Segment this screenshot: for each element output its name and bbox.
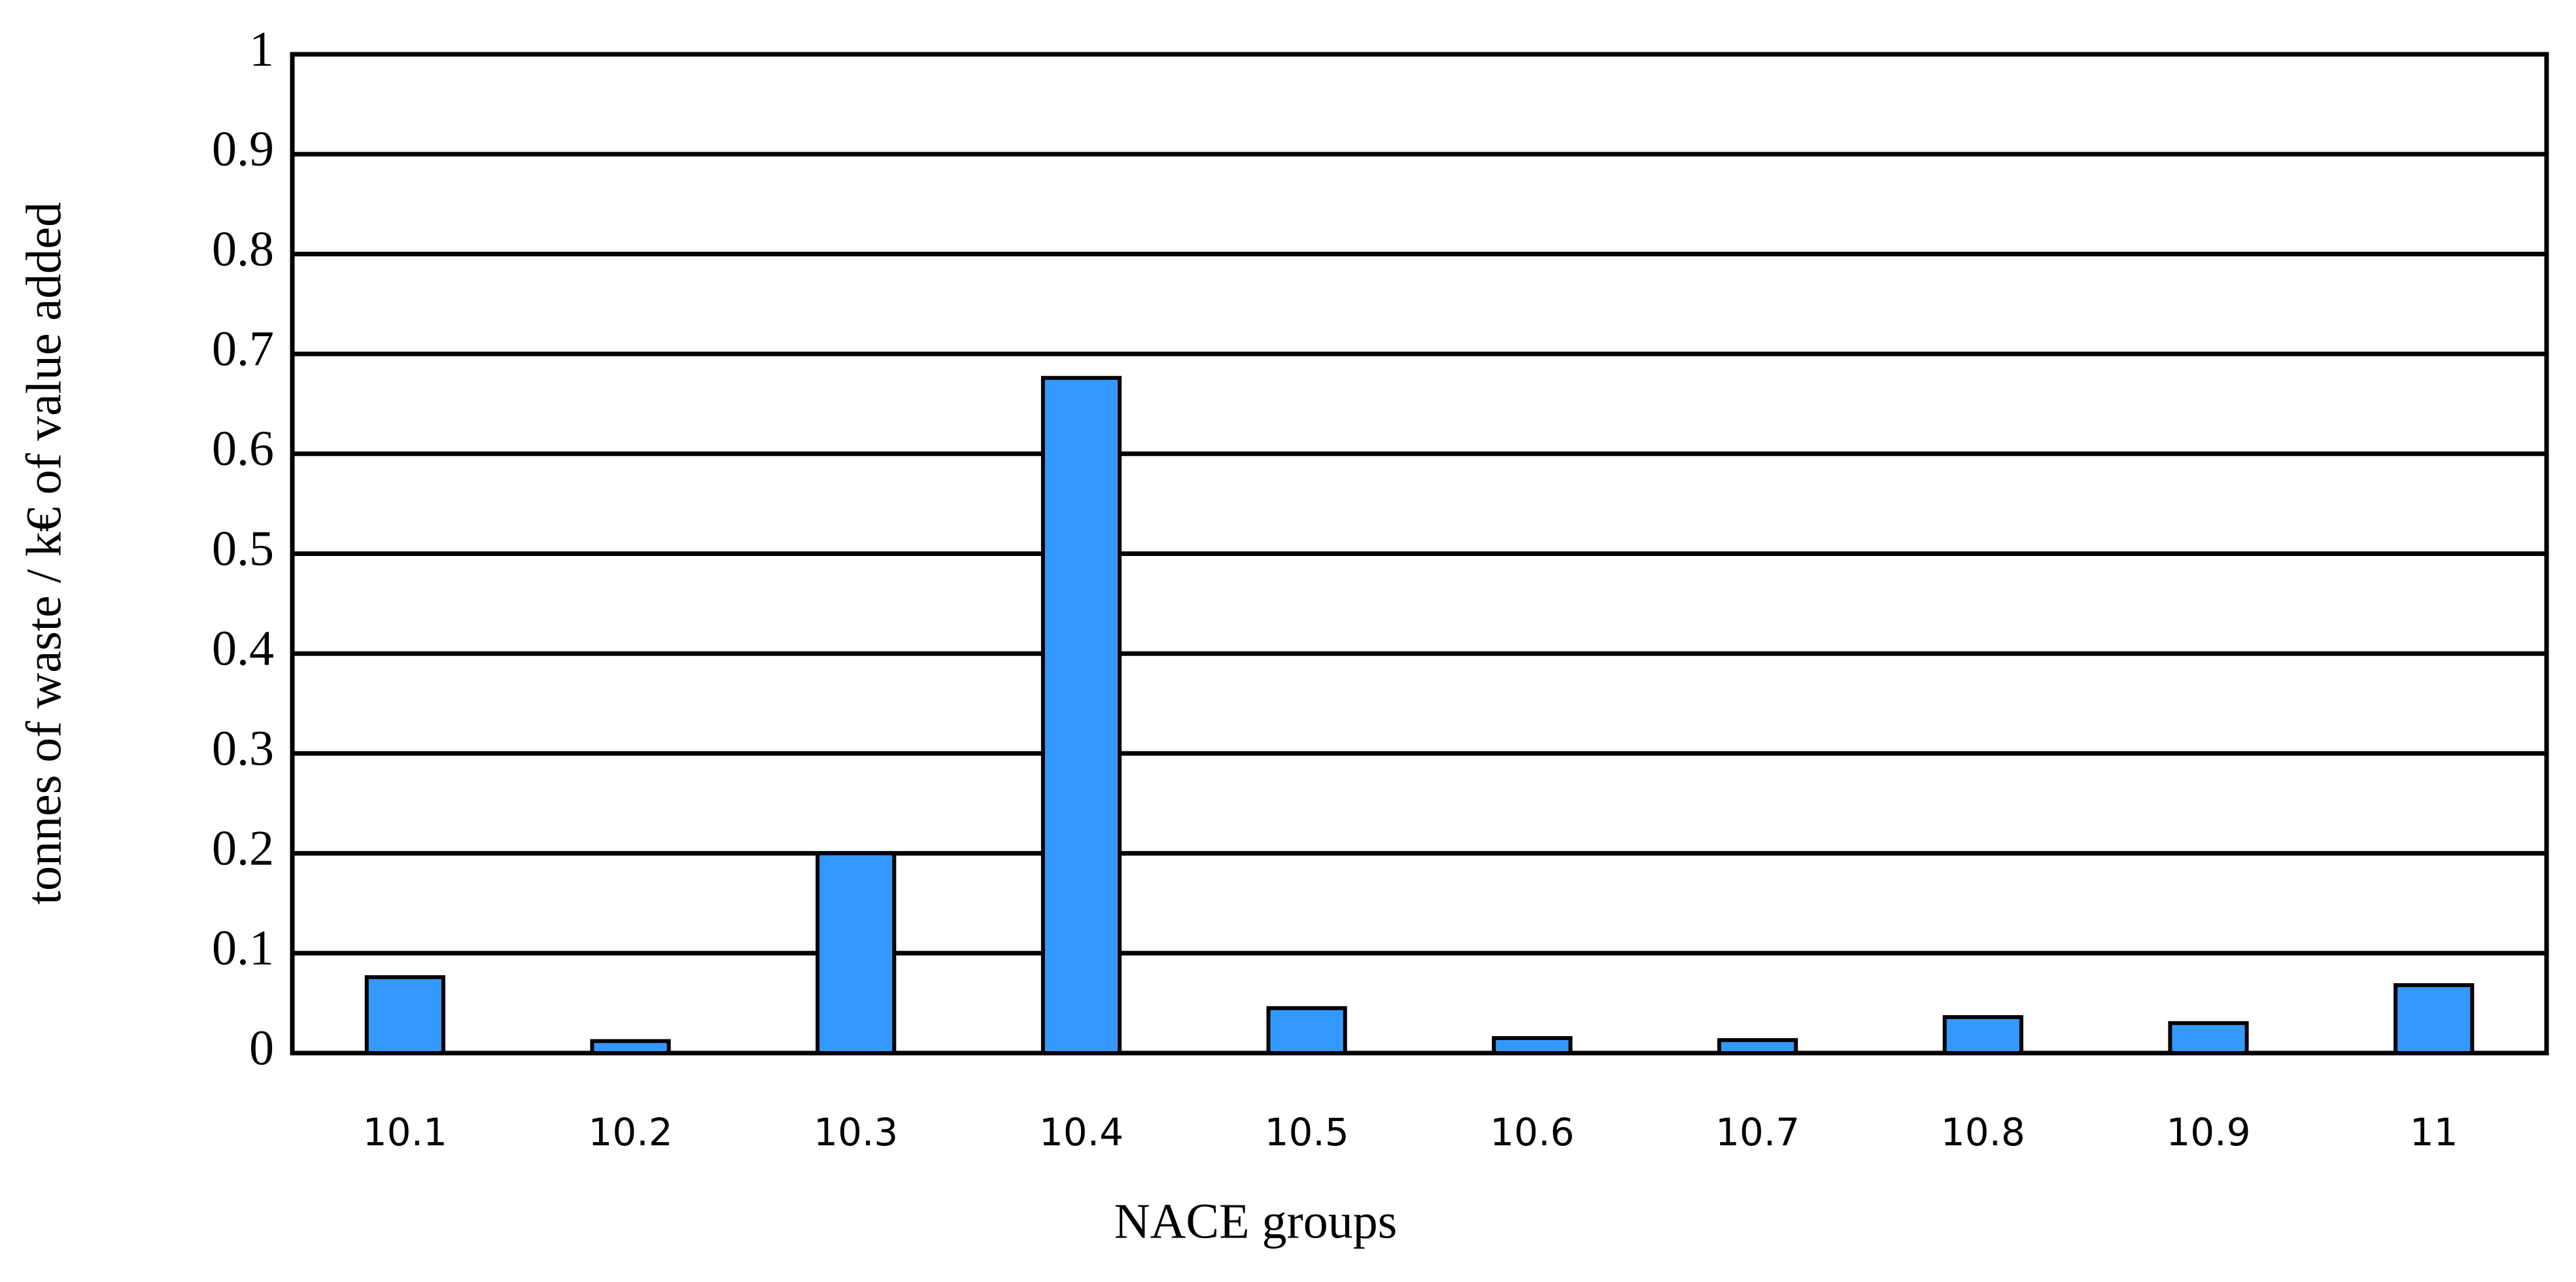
y-tick-label: 0.3 [212, 721, 274, 776]
x-tick-label: 10.7 [1715, 1110, 1800, 1154]
bar [1266, 1006, 1347, 1056]
bar [1942, 1015, 2023, 1055]
bar [1717, 1038, 1798, 1056]
y-tick-label: 0.1 [212, 921, 274, 976]
x-tick-label: 10.1 [363, 1110, 447, 1154]
y-tick-label: 0.5 [212, 521, 274, 576]
y-axis-label: tonnes of waste / k€ of value added [16, 202, 71, 905]
y-tick-label: 0.7 [212, 322, 274, 377]
x-tick-label: 10.9 [2166, 1110, 2250, 1154]
bar [2394, 983, 2475, 1055]
x-tick-label: 10.2 [588, 1110, 672, 1154]
y-tick-label: 1 [249, 22, 274, 77]
y-tick-label: 0.2 [212, 821, 274, 876]
bar [1040, 375, 1122, 1055]
x-axis-label: NACE groups [1114, 1194, 1398, 1249]
bar [816, 851, 897, 1055]
x-tick-label: 10.5 [1265, 1110, 1349, 1154]
x-tick-label: 10.3 [814, 1110, 898, 1154]
y-tick-label: 0 [249, 1020, 274, 1075]
y-tick-label: 0.6 [212, 421, 274, 476]
bar [364, 975, 445, 1055]
y-tick-label: 0.8 [212, 222, 274, 277]
plot-border [290, 52, 2549, 1056]
bar [2168, 1021, 2249, 1055]
y-tick-label: 0.4 [212, 621, 274, 676]
x-tick-label: 10.8 [1941, 1110, 2025, 1154]
bar [590, 1039, 671, 1056]
y-tick-label: 0.9 [212, 122, 274, 177]
bar [1492, 1036, 1573, 1055]
x-tick-label: 11 [2410, 1110, 2458, 1154]
x-tick-label: 10.6 [1490, 1110, 1574, 1154]
x-tick-label: 10.4 [1039, 1110, 1124, 1154]
